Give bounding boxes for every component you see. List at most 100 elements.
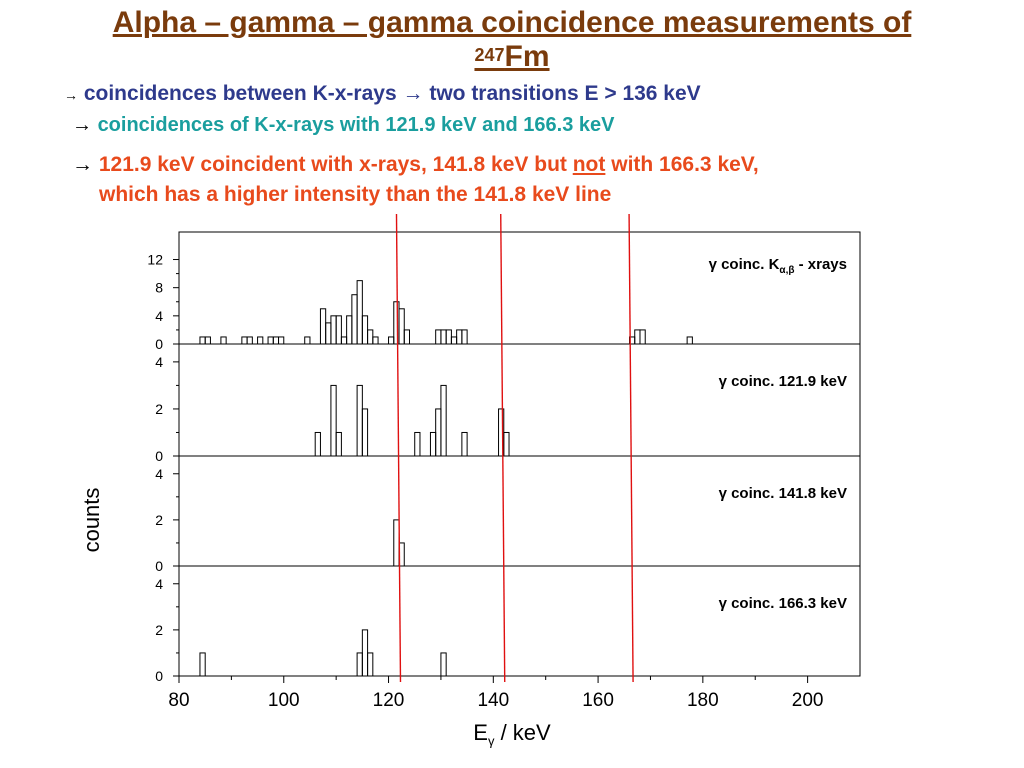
panel-legend-label: γ coinc. 166.3 keV — [719, 595, 847, 612]
panel-frame — [178, 343, 861, 457]
title-element: Fm — [504, 40, 550, 73]
histogram-bin — [686, 336, 693, 345]
bullet-1-text-a: coincidences between K-x-rays — [83, 82, 397, 105]
histogram-bin — [450, 336, 458, 345]
histogram-bin — [325, 322, 332, 345]
bullet-3-text-c: which has a higher intensity than the 14… — [99, 183, 612, 206]
histogram-bin — [393, 519, 400, 567]
histogram-bin — [440, 329, 447, 345]
title-line1: Alpha – gamma – gamma coincidence measur… — [112, 6, 912, 39]
histogram-bin — [304, 336, 311, 345]
histogram-bin — [356, 652, 363, 677]
page-title: Alpha – gamma – gamma coincidence measur… — [0, 6, 1024, 74]
histogram-bin — [278, 336, 285, 345]
histogram-bin — [351, 294, 358, 345]
histogram-bin — [267, 336, 274, 345]
x-tick-label: 140 — [477, 690, 509, 711]
histogram-bin — [246, 336, 253, 345]
bullet-3: → 121.9 keV coincident with x-rays, 141.… — [72, 150, 759, 210]
y-tick-label: 4 — [155, 576, 163, 592]
y-tick-label: 4 — [155, 308, 163, 324]
histogram-bin — [461, 431, 468, 457]
histogram-bin — [340, 336, 348, 345]
bullet-3-text-a: 121.9 keV coincident with x-rays, 141.8 … — [98, 153, 567, 176]
y-tick-label: 4 — [155, 354, 163, 370]
x-tick-label: 200 — [792, 690, 824, 711]
histogram-bin — [634, 329, 641, 345]
histogram-bin — [372, 336, 379, 345]
arrow-icon: → — [402, 82, 424, 105]
histogram-bin — [639, 329, 646, 345]
panel-frame — [178, 231, 861, 345]
panel-legend-label: γ coinc. Kα,β - xrays — [709, 256, 847, 276]
y-tick-label: 2 — [155, 512, 163, 528]
x-tick-label: 80 — [168, 690, 189, 711]
x-tick-label: 100 — [268, 690, 300, 711]
arrow-icon: → — [72, 114, 92, 136]
y-tick-label: 12 — [147, 252, 163, 268]
histogram-bin — [199, 652, 206, 677]
bullet-2: → coincidences of K-x-rays with 121.9 ke… — [72, 114, 614, 137]
histogram-bin — [319, 308, 327, 345]
histogram-bin — [440, 652, 447, 677]
histogram-bin — [314, 431, 321, 457]
histogram-bin — [367, 329, 374, 345]
histogram-bin — [199, 336, 206, 345]
histogram-bin — [445, 329, 452, 345]
panel-legend-label: γ coinc. 141.8 keV — [719, 485, 847, 502]
histogram-bin — [346, 315, 353, 345]
histogram-bin — [335, 315, 342, 345]
energy-marker-line — [395, 213, 402, 683]
histogram-bin — [414, 431, 421, 457]
histogram-bin — [435, 329, 442, 345]
y-tick-label: 2 — [155, 401, 163, 417]
y-tick-label: 2 — [155, 622, 163, 638]
histogram-bin — [361, 315, 369, 345]
histogram-bin — [367, 652, 374, 677]
y-tick-label: 0 — [155, 448, 163, 464]
arrow-icon: → — [72, 153, 93, 176]
y-tick-label: 0 — [155, 558, 163, 574]
bullet-1-text-b: two transitions E > 136 keV — [429, 82, 701, 105]
histogram-bin — [403, 329, 410, 345]
histogram-bin — [361, 408, 369, 457]
histogram-bin — [461, 329, 468, 345]
histogram-bin — [272, 336, 280, 345]
y-tick-label: 8 — [155, 280, 163, 296]
energy-marker-line — [500, 213, 506, 683]
histogram-bin — [388, 336, 395, 345]
bullet-1: → coincidences between K-x-rays → two tr… — [64, 82, 701, 106]
y-tick-label: 4 — [155, 466, 163, 482]
bullet-2-text: coincidences of K-x-rays with 121.9 keV … — [97, 114, 615, 136]
panel-frame — [178, 455, 861, 567]
histogram-bin — [503, 431, 510, 457]
energy-marker-line — [628, 213, 634, 683]
histogram-bin — [435, 408, 442, 457]
x-axis-label: Eγ / keV — [473, 720, 550, 748]
histogram-bin — [204, 336, 211, 345]
x-tick-label: 160 — [582, 690, 614, 711]
histogram-bin — [456, 329, 463, 345]
histogram-bin — [241, 336, 248, 345]
histogram-bin — [220, 336, 227, 345]
histogram-bin — [440, 384, 447, 457]
panel-frame — [178, 565, 861, 677]
histogram-bin — [398, 308, 405, 345]
panel-legend-label: γ coinc. 121.9 keV — [719, 373, 847, 390]
x-tick-label: 120 — [373, 690, 405, 711]
histogram-bin — [330, 384, 337, 457]
y-axis-label: counts — [79, 487, 104, 553]
histogram-bin — [257, 336, 264, 345]
bullet-3-emphasis: not — [572, 153, 606, 176]
histogram-bin — [361, 629, 369, 677]
y-tick-label: 0 — [155, 336, 163, 352]
arrow-icon: → — [64, 87, 78, 103]
y-tick-label: 0 — [155, 668, 163, 684]
x-axis-label-unit: / keV — [494, 720, 551, 745]
histogram-bin — [429, 431, 437, 457]
x-axis-label-sub: γ — [487, 733, 495, 749]
x-axis-label-main: E — [473, 720, 488, 745]
bullet-3-text-b: with 166.3 keV, — [611, 153, 759, 176]
histogram-bin — [335, 431, 342, 457]
